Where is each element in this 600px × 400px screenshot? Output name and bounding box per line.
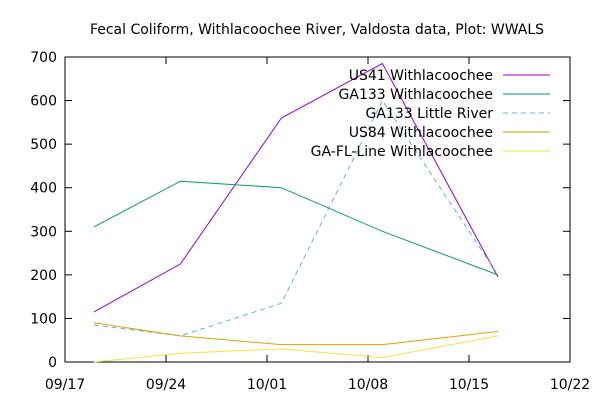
- chart-title: Fecal Coliform, Withlacoochee River, Val…: [90, 22, 544, 38]
- plot-frame: [64, 56, 571, 363]
- x-tick-label: 09/17: [45, 377, 85, 393]
- y-axis: 0 100 200 300 400 500 600 700: [30, 50, 570, 371]
- y-tick-label: 400: [30, 181, 57, 197]
- legend-label: US41 Withlacoochee: [349, 68, 493, 84]
- legend-label: GA133 Little River: [366, 106, 494, 122]
- x-tick-label: 10/01: [247, 377, 287, 393]
- y-tick-label: 600: [30, 94, 57, 110]
- y-tick-label: 300: [30, 224, 57, 240]
- series-line-5: [93, 335, 498, 363]
- y-tick-label: 200: [30, 268, 57, 284]
- legend-label: GA-FL-Line Withlacoochee: [311, 144, 493, 160]
- x-tick-label: 10/22: [550, 377, 590, 393]
- series-line-3: [93, 99, 499, 337]
- y-tick-label: 700: [30, 50, 57, 66]
- x-axis: 09/17 09/24 10/01 10/08 10/15 10/22: [45, 57, 590, 393]
- y-tick-label: 500: [30, 137, 57, 153]
- legend: US41 Withlacoochee GA133 Withlacoochee GA1…: [311, 68, 550, 160]
- series-lines: [93, 62, 499, 363]
- series-line-4: [93, 322, 498, 346]
- x-tick-label: 10/15: [449, 377, 489, 393]
- x-tick-label: 10/08: [348, 377, 388, 393]
- series-line-1: [93, 62, 499, 313]
- x-tick-label: 09/24: [146, 377, 186, 393]
- y-tick-label: 100: [30, 311, 57, 327]
- series-line-2: [93, 180, 499, 276]
- legend-label: US84 Withlacoochee: [349, 125, 493, 141]
- y-tick-label: 0: [48, 355, 57, 371]
- legend-label: GA133 Withlacoochee: [339, 87, 493, 103]
